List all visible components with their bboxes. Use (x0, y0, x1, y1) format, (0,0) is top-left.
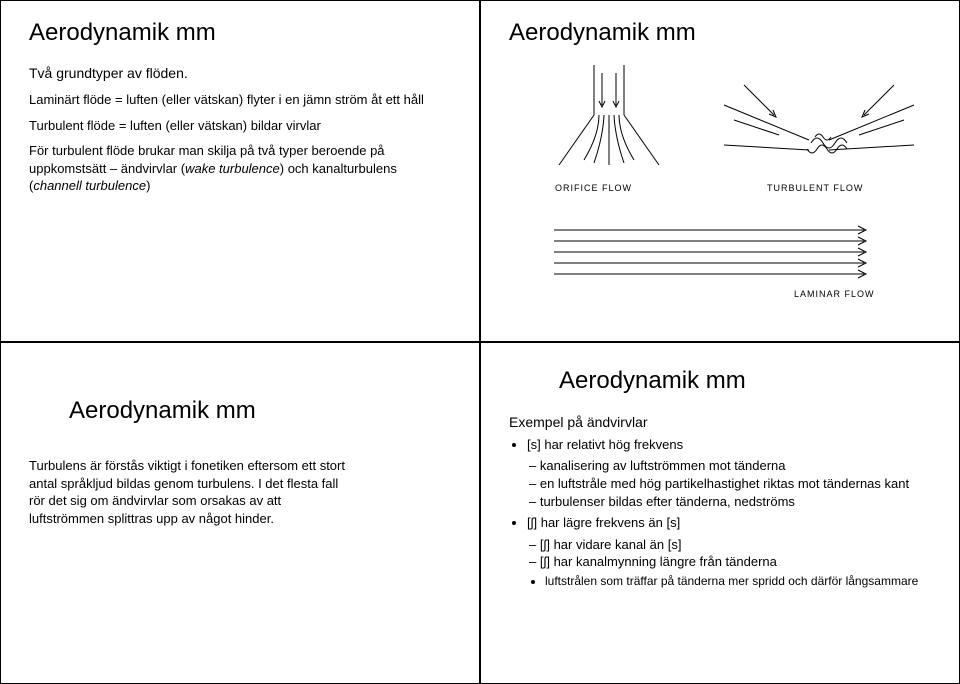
body-text: Turbulens är förstås viktigt i fonetiken… (29, 457, 349, 527)
sub-sub-1: luftstrålen som träffar på tänderna mer … (545, 573, 931, 589)
body-text: Laminärt flöde = luften (eller vätskan) … (29, 91, 451, 195)
turbulent-icon (719, 65, 919, 180)
slide-bottom-left: Aerodynamik mm Turbulens är förstås vikt… (0, 342, 480, 684)
subheading: Två grundtyper av flöden. (29, 65, 451, 81)
sub-s-3: turbulenser bildas efter tänderna, nedst… (529, 493, 931, 511)
slide-title: Aerodynamik mm (29, 19, 451, 47)
laminar-label: LAMINAR FLOW (794, 289, 875, 299)
slide-title: Aerodynamik mm (509, 19, 931, 47)
bullet-sh: [ʃ] har lägre frekvens än [s] (527, 514, 931, 532)
slide-top-left: Aerodynamik mm Två grundtyper av flöden.… (0, 0, 480, 342)
slide-top-right: Aerodynamik mm ORI (480, 0, 960, 342)
para-laminar: Laminärt flöde = luften (eller vätskan) … (29, 91, 451, 109)
para-types: För turbulent flöde brukar man skilja på… (29, 142, 451, 195)
bullet-list-2: [ʃ] har lägre frekvens än [s] (509, 514, 931, 532)
sub-sub-list: luftstrålen som träffar på tänderna mer … (509, 573, 931, 589)
slide-title: Aerodynamik mm (69, 397, 451, 425)
sub-sh-2: [ʃ] har kanalmynning längre från tändern… (529, 553, 931, 571)
bullet-list: [s] har relativt hög frekvens (509, 436, 931, 454)
turbulent-label: TURBULENT FLOW (767, 183, 863, 193)
slide-title: Aerodynamik mm (559, 367, 931, 395)
sub-list-sh: [ʃ] har vidare kanal än [s] [ʃ] har kana… (509, 536, 931, 571)
sub-s-2: en luftstråle med hög partikelhastighet … (529, 475, 931, 493)
flow-diagram: ORIFICE FLOW (509, 65, 931, 305)
para-turbulent: Turbulent flöde = luften (eller vätskan)… (29, 117, 451, 135)
sub-s-1: kanalisering av luftströmmen mot tändern… (529, 457, 931, 475)
example-block: Exempel på ändvirvlar [s] har relativt h… (509, 413, 931, 589)
slide-bottom-right: Aerodynamik mm Exempel på ändvirvlar [s]… (480, 342, 960, 684)
example-heading: Exempel på ändvirvlar (509, 413, 931, 432)
orifice-icon (539, 65, 679, 180)
laminar-icon (554, 225, 884, 285)
sub-list-s: kanalisering av luftströmmen mot tändern… (509, 457, 931, 510)
bullet-s: [s] har relativt hög frekvens (527, 436, 931, 454)
turbulence-paragraph: Turbulens är förstås viktigt i fonetiken… (29, 457, 349, 527)
orifice-label: ORIFICE FLOW (555, 183, 632, 193)
sub-sh-1: [ʃ] har vidare kanal än [s] (529, 536, 931, 554)
